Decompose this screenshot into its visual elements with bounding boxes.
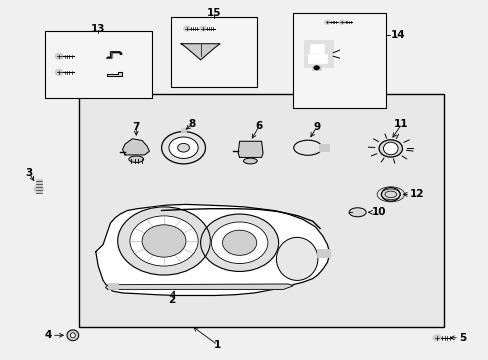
Circle shape (432, 335, 440, 341)
Text: 12: 12 (409, 189, 424, 199)
Polygon shape (122, 139, 149, 155)
Ellipse shape (276, 237, 317, 280)
Bar (310, 44, 324, 53)
Bar (108, 283, 118, 289)
Circle shape (55, 53, 63, 59)
Circle shape (324, 20, 329, 24)
Bar (311, 66, 320, 69)
Bar (316, 249, 330, 257)
Ellipse shape (378, 140, 402, 157)
Bar (304, 40, 332, 67)
Ellipse shape (381, 188, 399, 201)
Circle shape (200, 214, 278, 271)
Bar (171, 17, 256, 87)
Circle shape (130, 216, 198, 266)
Circle shape (118, 207, 210, 275)
Text: 11: 11 (393, 120, 408, 129)
Text: 2: 2 (167, 295, 175, 305)
Circle shape (183, 26, 190, 31)
Polygon shape (181, 44, 220, 60)
Text: 7: 7 (132, 122, 140, 132)
Text: 4: 4 (44, 330, 52, 340)
Ellipse shape (67, 330, 79, 341)
Text: 6: 6 (255, 121, 262, 131)
Circle shape (55, 69, 63, 75)
Text: 14: 14 (390, 30, 405, 40)
Polygon shape (238, 141, 263, 157)
Bar (318, 144, 329, 151)
Ellipse shape (243, 158, 257, 164)
Polygon shape (34, 185, 43, 193)
Text: 9: 9 (312, 122, 320, 132)
Bar (180, 128, 186, 132)
Polygon shape (96, 204, 329, 296)
Text: 10: 10 (371, 207, 386, 217)
Bar (293, 13, 385, 108)
Circle shape (161, 132, 205, 164)
Circle shape (177, 143, 189, 152)
Ellipse shape (129, 156, 143, 162)
Circle shape (168, 137, 198, 158)
Text: 13: 13 (91, 24, 105, 34)
Bar (79, 94, 444, 327)
Circle shape (199, 26, 206, 31)
Ellipse shape (383, 142, 397, 155)
Ellipse shape (348, 208, 366, 217)
Text: 8: 8 (188, 120, 195, 129)
Polygon shape (107, 51, 122, 58)
Ellipse shape (293, 140, 322, 155)
Text: 3: 3 (25, 168, 33, 178)
Bar (307, 54, 327, 63)
Polygon shape (105, 284, 293, 289)
Circle shape (222, 230, 256, 255)
Circle shape (339, 20, 344, 24)
Bar (36, 179, 41, 193)
Circle shape (142, 225, 185, 257)
Circle shape (211, 222, 267, 264)
Polygon shape (107, 72, 122, 76)
Text: 1: 1 (214, 340, 221, 350)
Circle shape (314, 66, 319, 69)
Ellipse shape (70, 333, 75, 338)
Text: 15: 15 (206, 8, 221, 18)
Text: 5: 5 (458, 333, 466, 343)
Bar (44, 31, 152, 98)
